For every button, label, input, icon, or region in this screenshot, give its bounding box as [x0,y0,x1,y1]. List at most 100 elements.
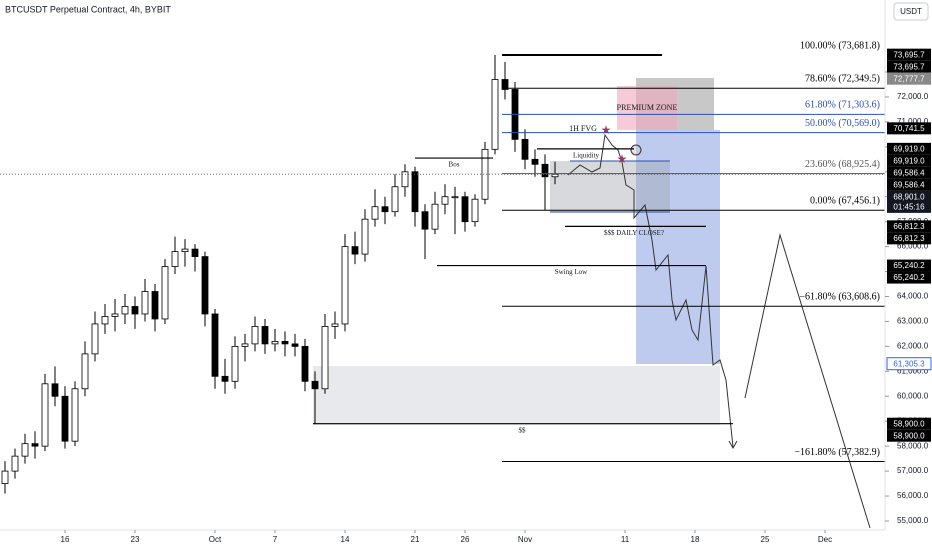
candle-body [281,340,289,345]
candle-body [421,211,429,230]
price-tag-label: 61,305.3 [893,359,925,368]
price-tag-label: 69,586.4 [893,180,925,189]
candle-body [91,323,99,355]
candle-body [481,148,489,200]
price-tag-label: 73,695.7 [893,50,925,59]
chart-title: BTCUSDT Perpetual Contract, 4h, BYBIT [5,4,171,14]
price-tag [887,232,931,245]
candle-body [201,256,209,315]
fib-label: −161.80% (57,382.9) [794,447,880,458]
candle-body [231,345,239,382]
x-tick-label: 11 [621,535,630,544]
price-tag-label: 65,240.2 [893,261,925,270]
candle-body [31,443,39,447]
candle-body [541,163,549,178]
fib-label: 50.00% (70,569.0) [805,118,880,129]
candles [1,55,559,494]
candle-body [301,345,309,382]
price-tag [887,154,931,167]
axis: 55,000.056,000.057,000.058,000.059,000.0… [61,48,932,544]
premium-label: PREMIUM ZONE [617,103,678,112]
currency-button[interactable] [893,2,929,21]
candle-body [61,395,69,442]
y-tick-label: 63,000.0 [897,317,929,326]
star-icon: ★ [617,152,628,166]
demand-zone [313,366,720,425]
y-tick-label: 57,000.0 [897,466,929,475]
candle-body [111,313,119,317]
price-tag-label: 69,919.0 [893,156,925,165]
candle-body [431,203,439,230]
circle-marker [630,144,642,156]
price-tag-label: 58,900.0 [893,431,925,440]
candle-body [461,196,469,223]
y-tick-label: 71,000.0 [897,117,929,126]
fvg-label: 1H FVG [569,124,597,133]
candle-body [21,443,29,457]
candle-body [101,316,109,325]
fib-label: 0.00% (67,456.1) [810,196,880,207]
price-tag [887,190,931,213]
candle-body [441,196,449,205]
candle-body [181,248,189,253]
candle-body [1,470,9,484]
x-tick-label: 7 [273,535,278,544]
level-label: $$$ DAILY CLOSE? [604,229,664,237]
x-tick-label: 26 [461,535,470,544]
price-tag-label: 69,919.0 [893,144,925,153]
x-tick-label: 18 [691,535,700,544]
price-tag-label: 58,900.0 [893,419,925,428]
price-tag-label: 69,586.4 [893,168,925,177]
currency-label[interactable]: USDT [900,7,922,16]
target-zone [636,130,720,364]
candle-body [51,383,59,397]
candle-body [151,291,159,320]
candle-body [471,198,479,223]
candle-body [411,171,419,213]
fib-label: 78.60% (72,349.5) [805,74,880,85]
candle-body [371,206,379,220]
candle-body [71,388,79,442]
premium-zone [617,86,677,130]
candle-body [171,251,179,267]
candle-body [521,138,529,160]
candle-body [251,326,259,345]
price-tag [887,166,931,179]
fib-label: 61.80% (71,303.6) [805,100,880,111]
y-tick-label: 61,000.0 [897,366,929,375]
candle-body [131,306,139,315]
candle-body [141,291,149,315]
candle-body [261,326,269,345]
candle-body [501,79,509,90]
countdown: 01:45:16 [893,202,925,211]
price-tag [887,178,931,191]
y-tick-label: 55,000.0 [897,516,929,525]
arrow-head [728,440,738,450]
fib-label: 100.00% (73,681.8) [800,40,880,51]
zones [313,78,720,425]
price-tag [887,142,931,155]
price-tag-label: 73,695.7 [893,62,925,71]
overlay: ★ ★ 1H FVG PREMIUM ZONE 100.00% (73,681.… [0,40,885,529]
price-tag [887,60,931,73]
candle-body [221,375,229,382]
price-tag [887,259,931,272]
candle-body [211,313,219,377]
candle-body [341,246,349,325]
price-tag-label: 70,741.5 [893,124,925,133]
candle-body [351,246,359,255]
x-tick-label: 25 [761,535,770,544]
candle-body [451,196,459,199]
projection-path-2 [744,233,871,529]
price-tag [887,220,931,233]
price-tag-label: 72,777.7 [893,74,925,83]
candle-body [531,158,539,165]
price-tag-label: 65,240.2 [893,273,925,282]
price-tag [887,122,931,135]
level-label: Swing Low [555,268,588,276]
candle-body [321,326,329,390]
price-tag [887,429,931,442]
x-tick-label: Nov [518,535,532,544]
candle-body [121,306,129,315]
